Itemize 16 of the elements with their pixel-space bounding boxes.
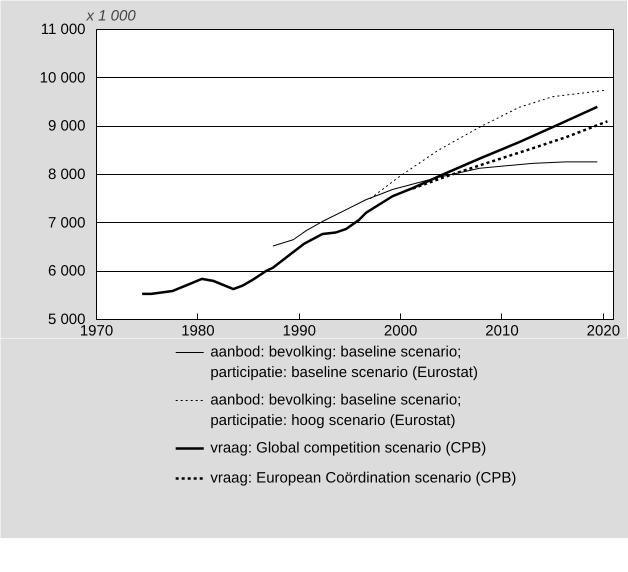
- y-tick-label: 8 000: [48, 166, 86, 183]
- x-tick-label: 2020: [586, 322, 620, 340]
- x-tick-label: 2000: [384, 322, 418, 340]
- x-tick-label: 1980: [181, 322, 215, 340]
- x-tick-label: 2010: [485, 322, 519, 340]
- x-tick-label: 1990: [282, 322, 316, 340]
- y-tick-label: 11 000: [40, 21, 86, 38]
- legend-label: aanbod: bevolking: baseline scenario; participatie: baseline scenario (Eurostat): [210, 344, 478, 381]
- y-tick-label: 10 000: [40, 69, 86, 86]
- legend-label: vraag: Global competition scenario (CPB): [210, 440, 486, 456]
- y-tick-label: 9 000: [48, 118, 86, 135]
- y-axis-title: x 1 000: [86, 8, 136, 24]
- legend-label: aanbod: bevolking: baseline scenario; participatie: hoog scenario (Eurostat): [210, 392, 462, 429]
- y-tick-label: 7 000: [48, 214, 86, 232]
- legend-label: vraag: European Coördination scenario (CPB): [210, 470, 516, 486]
- y-tick-label: 6 000: [48, 262, 86, 280]
